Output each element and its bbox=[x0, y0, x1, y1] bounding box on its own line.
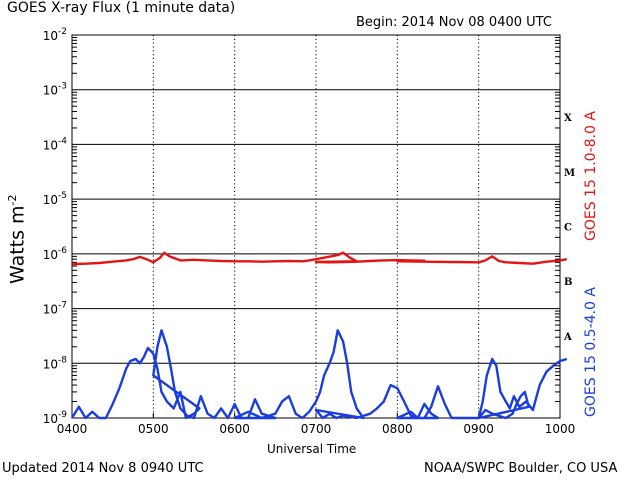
begin-time: Begin: 2014 Nov 08 0400 UTC bbox=[356, 15, 552, 30]
x-tick-label: 0600 bbox=[219, 422, 250, 436]
x-axis-label: Universal Time bbox=[267, 442, 357, 456]
x-tick-label: 0900 bbox=[463, 422, 494, 436]
series-line-short bbox=[70, 329, 568, 420]
chart-title: GOES X-ray Flux (1 minute data) bbox=[7, 0, 236, 16]
credit-text: NOAA/SWPC Boulder, CO USA bbox=[424, 461, 618, 476]
y-tick-label: 10-6 bbox=[43, 246, 68, 262]
y-tick-label: 10-2 bbox=[43, 27, 67, 43]
y-tick-label: 10-9 bbox=[43, 410, 68, 426]
x-tick-label: 1000 bbox=[545, 422, 576, 436]
flare-class-label: M bbox=[564, 168, 575, 179]
flare-class-label: X bbox=[564, 113, 572, 124]
flare-class-label: C bbox=[564, 223, 572, 234]
x-tick-label: 0800 bbox=[382, 422, 413, 436]
x-tick-label: 0400 bbox=[57, 422, 88, 436]
y-tick-label: 10-5 bbox=[43, 191, 67, 207]
y-tick-label: 10-7 bbox=[43, 301, 67, 317]
y-tick-label: 10-8 bbox=[43, 355, 68, 371]
updated-timestamp: Updated 2014 Nov 8 0940 UTC bbox=[2, 461, 204, 476]
y-tick-label: 10-3 bbox=[43, 82, 67, 98]
x-tick-label: 0700 bbox=[301, 422, 332, 436]
y-tick-label: 10-4 bbox=[43, 136, 68, 152]
flare-class-label: B bbox=[564, 277, 572, 288]
series-line-long bbox=[71, 251, 568, 266]
flare-class-label: A bbox=[563, 332, 572, 343]
x-tick-label: 0500 bbox=[138, 422, 169, 436]
